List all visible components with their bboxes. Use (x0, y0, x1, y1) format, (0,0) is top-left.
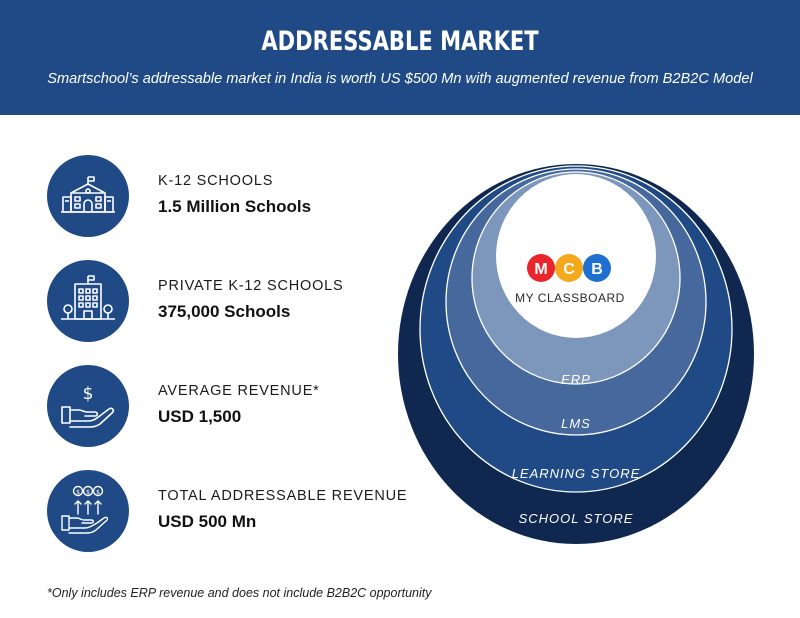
hand-dollar-icon: $ (47, 365, 129, 447)
market-diagram: M C B MY CLASSBOARD ERP LMS LEARNING STO… (398, 164, 754, 544)
ring-label-school-store: SCHOOL STORE (519, 511, 634, 526)
page-subtitle: Smartschool’s addressable market in Indi… (47, 71, 753, 87)
stat-value: 1.5 Million Schools (158, 197, 312, 216)
school-building-icon (47, 155, 129, 237)
svg-text:$: $ (86, 489, 90, 496)
logo-caption: MY CLASSBOARD (515, 291, 625, 305)
stat-private-k12-schools: PRIVATE K-12 SCHOOLS 375,000 Schools (47, 260, 387, 342)
stat-value: USD 1,500 (158, 407, 242, 426)
stat-k12-schools: K-12 SCHOOLS 1.5 Million Schools (47, 155, 387, 237)
office-building-icon (47, 260, 129, 342)
svg-text:$: $ (96, 489, 100, 496)
stat-label: AVERAGE REVENUE* (158, 383, 320, 399)
logo-letter-c: C (563, 261, 575, 278)
logo-letter-m: M (534, 261, 547, 278)
stat-label: K-12 SCHOOLS (158, 173, 274, 189)
ring-label-erp: ERP (561, 372, 591, 387)
stat-label: TOTAL ADDRESSABLE REVENUE (158, 488, 408, 504)
svg-text:$: $ (76, 489, 80, 496)
svg-text:$: $ (83, 384, 94, 404)
logo-letter-c-badge (555, 254, 583, 282)
ring-label-lms: LMS (561, 416, 591, 431)
stat-label: PRIVATE K-12 SCHOOLS (158, 278, 344, 294)
stat-value: 375,000 Schools (158, 302, 291, 321)
stat-total-addressable-revenue: $ $ $ TOTAL ADDRESSABLE REVENUE USD 500 … (47, 470, 407, 552)
hand-coins-growth-icon: $ $ $ (47, 470, 129, 552)
logo-letter-m-badge (527, 254, 555, 282)
stat-value: USD 500 Mn (158, 512, 257, 531)
ring-label-learning-store: LEARNING STORE (512, 466, 641, 481)
logo-letter-b-badge (583, 254, 611, 282)
logo-letter-b: B (591, 261, 603, 278)
footnote: *Only includes ERP revenue and does not … (47, 586, 432, 600)
stat-average-revenue: $ AVERAGE REVENUE* USD 1,500 (47, 365, 387, 447)
header-banner: ADDRESSABLE MARKET Smartschool’s address… (0, 0, 800, 115)
page-title: ADDRESSABLE MARKET (261, 26, 539, 57)
